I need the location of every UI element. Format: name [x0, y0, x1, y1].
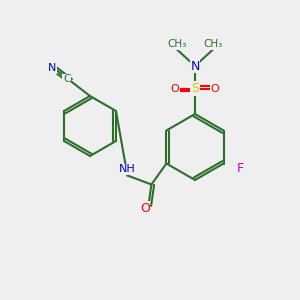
Text: O: O — [211, 83, 220, 94]
Text: O: O — [170, 83, 179, 94]
Text: CH₃: CH₃ — [203, 39, 223, 49]
Text: O: O — [140, 202, 150, 215]
Text: S: S — [191, 82, 199, 95]
Text: F: F — [236, 161, 244, 175]
Text: N: N — [48, 63, 56, 73]
Text: N: N — [190, 59, 200, 73]
Text: NH: NH — [119, 164, 136, 175]
Text: C: C — [63, 74, 71, 85]
Text: CH₃: CH₃ — [167, 39, 187, 49]
